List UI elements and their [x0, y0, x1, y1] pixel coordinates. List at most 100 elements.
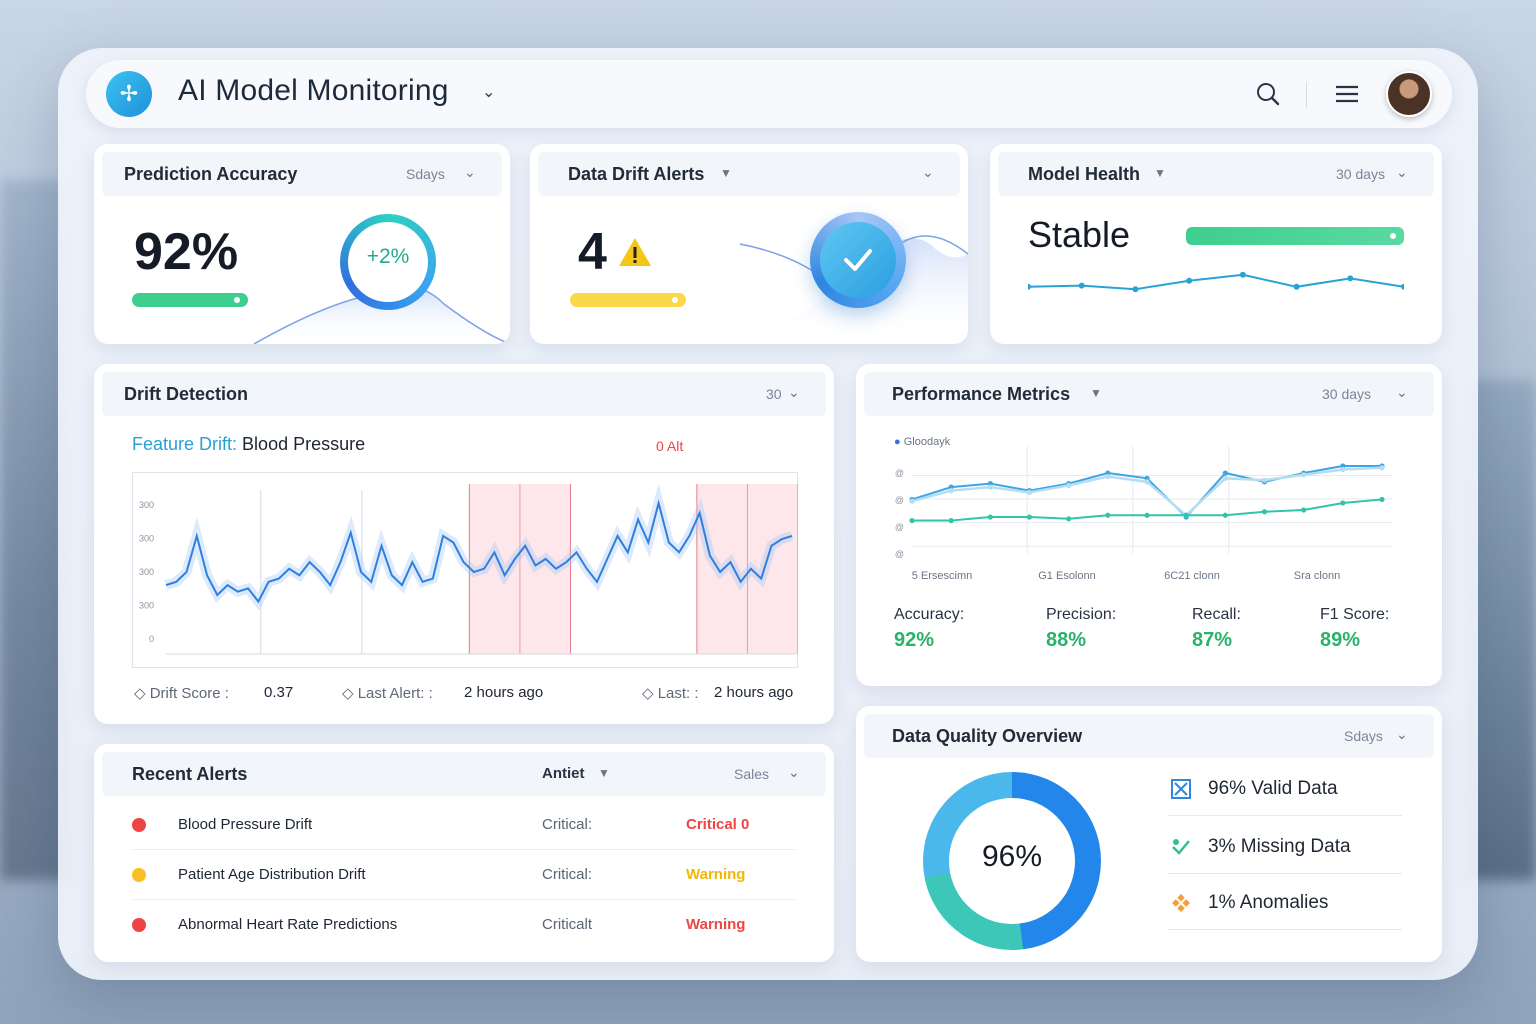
recent-alerts-card: Recent Alerts Antiet ▼ Sales ⌄ Blood Pre… [94, 744, 834, 962]
menu-icon[interactable] [1331, 78, 1363, 110]
health-line [1028, 273, 1404, 291]
legend-label: Gloodayk [903, 436, 951, 448]
alert-status: Critical 0 [686, 816, 750, 833]
series-point [1066, 482, 1072, 488]
metric-value-recall: 87% [1192, 629, 1233, 651]
range-select[interactable]: 30 days [1322, 386, 1372, 402]
dq-item[interactable]: 3% Missing Data [1168, 822, 1402, 874]
alert-row[interactable]: Abnormal Heart Rate Predictions Critical… [132, 900, 796, 950]
alert-row[interactable]: Patient Age Distribution Drift Critical:… [132, 850, 796, 900]
card-title: Prediction Accuracy [124, 164, 298, 184]
feature-name: Blood Pressure [242, 434, 366, 454]
metric-value-f1: 89% [1320, 629, 1361, 651]
series-point [948, 488, 954, 494]
card-title: Drift Detection [124, 384, 249, 404]
health-trend-chart [1028, 271, 1404, 293]
caret-down-icon[interactable]: ▼ [720, 166, 732, 180]
health-point [1239, 271, 1246, 278]
chevron-down-icon[interactable]: ⌄ [788, 764, 800, 780]
alert-dot-icon [132, 868, 146, 882]
metric-value-precision: 88% [1046, 629, 1087, 651]
donut-center-value: 96% [981, 840, 1043, 873]
dq-label: 96% Valid Data [1208, 778, 1338, 799]
series-point [909, 498, 915, 504]
y-tick-label: @ [895, 468, 904, 478]
metric-label-precision: Precision: [1046, 606, 1117, 623]
card-header [102, 372, 826, 416]
model-health-card: Model Health ▼ 30 days ⌄ Stable [990, 144, 1442, 344]
range-select[interactable]: Sales [734, 766, 770, 782]
range-select[interactable]: 30 days [1336, 166, 1386, 182]
dq-item[interactable]: 1% Anomalies [1168, 878, 1402, 930]
top-header: ✢ AI Model Monitoring ⌄ [86, 60, 1452, 128]
chevron-down-icon[interactable]: ⌄ [1396, 384, 1408, 400]
diamond-icon: ◇ [342, 685, 358, 702]
card-title[interactable]: Model Health [1028, 164, 1141, 184]
series-point [948, 517, 954, 524]
last-alert-value: 2 hours ago [464, 684, 544, 701]
chevron-down-icon[interactable]: ⌄ [1396, 164, 1408, 180]
drift-alert-count: 4 [578, 223, 607, 281]
y-tick-label: @ [895, 549, 904, 559]
health-point [1293, 283, 1300, 290]
chevron-down-icon[interactable]: ⌄ [464, 164, 476, 180]
last-text: Last: : [657, 685, 699, 702]
alert-status: Warning [686, 916, 746, 933]
y-tick-label: @ [895, 522, 904, 532]
range-select[interactable]: Sdays [406, 166, 445, 182]
range-select[interactable]: Sdays [1344, 728, 1383, 744]
health-point [1401, 283, 1404, 290]
alert-name: Abnormal Heart Rate Predictions [178, 916, 398, 933]
app-title[interactable]: AI Model Monitoring [178, 74, 449, 107]
feature-heading: Feature Drift: Blood Pressure [132, 434, 365, 455]
caret-down-icon[interactable]: ▼ [1090, 386, 1102, 400]
metric-label-accuracy: Accuracy: [894, 606, 965, 623]
alert-tag[interactable]: 0 Alt [656, 438, 684, 454]
series-point [1261, 477, 1268, 483]
chevron-down-icon[interactable]: ⌄ [1396, 726, 1408, 742]
chevron-down-icon[interactable]: ⌄ [922, 164, 934, 180]
card-header [102, 752, 826, 796]
series-point [1026, 514, 1033, 520]
chevron-down-icon[interactable]: ⌄ [788, 384, 800, 400]
last-label: ◇ Last: : [642, 684, 699, 702]
chevron-down-icon[interactable]: ⌄ [482, 84, 496, 101]
series-point [1222, 470, 1228, 476]
series-point [909, 517, 915, 524]
anomaly-icon [1172, 894, 1190, 912]
app-logo-icon[interactable]: ✢ [106, 71, 152, 117]
alerts-filter[interactable]: Antiet [542, 765, 585, 782]
caret-down-icon[interactable]: ▼ [1154, 166, 1166, 180]
card-header [538, 152, 960, 196]
range-select[interactable]: 30 [766, 386, 782, 402]
accuracy-progress [132, 293, 248, 307]
drift-score-label: ◇ Drift Score : [134, 684, 229, 702]
card-title[interactable]: Data Drift Alerts [568, 164, 705, 184]
health-bar [1186, 227, 1404, 245]
series-point [1261, 509, 1268, 515]
health-point [1132, 286, 1139, 293]
alert-row[interactable]: Blood Pressure Drift Critical: Critical … [132, 800, 796, 850]
dq-item[interactable]: 96% Valid Data [1168, 764, 1402, 816]
card-header [998, 152, 1434, 196]
y-tick-label: 0 [149, 634, 154, 644]
legend-dot-icon: ● [894, 436, 901, 448]
check-icon [844, 249, 872, 271]
series-point [1379, 496, 1385, 503]
y-tick-label: 300 [139, 567, 154, 577]
card-title: Data Quality Overview [892, 726, 1083, 746]
search-icon[interactable] [1252, 78, 1284, 110]
card-title[interactable]: Performance Metrics [892, 384, 1071, 404]
last-value: 2 hours ago [714, 684, 794, 701]
accuracy-change: +2% [366, 245, 410, 268]
x-tick-label: 5 Ersescimn [912, 570, 973, 582]
alert-dot-icon [132, 918, 146, 932]
health-point [1347, 275, 1354, 282]
dq-label: 3% Missing Data [1208, 836, 1351, 857]
user-avatar[interactable] [1386, 71, 1432, 117]
change-ring [340, 214, 436, 310]
header-divider [1306, 82, 1307, 108]
card-header [864, 714, 1434, 758]
performance-metrics-card: Performance Metrics ▼ 30 days ⌄ ● Glooda… [856, 364, 1442, 686]
caret-down-icon[interactable]: ▼ [598, 766, 610, 780]
